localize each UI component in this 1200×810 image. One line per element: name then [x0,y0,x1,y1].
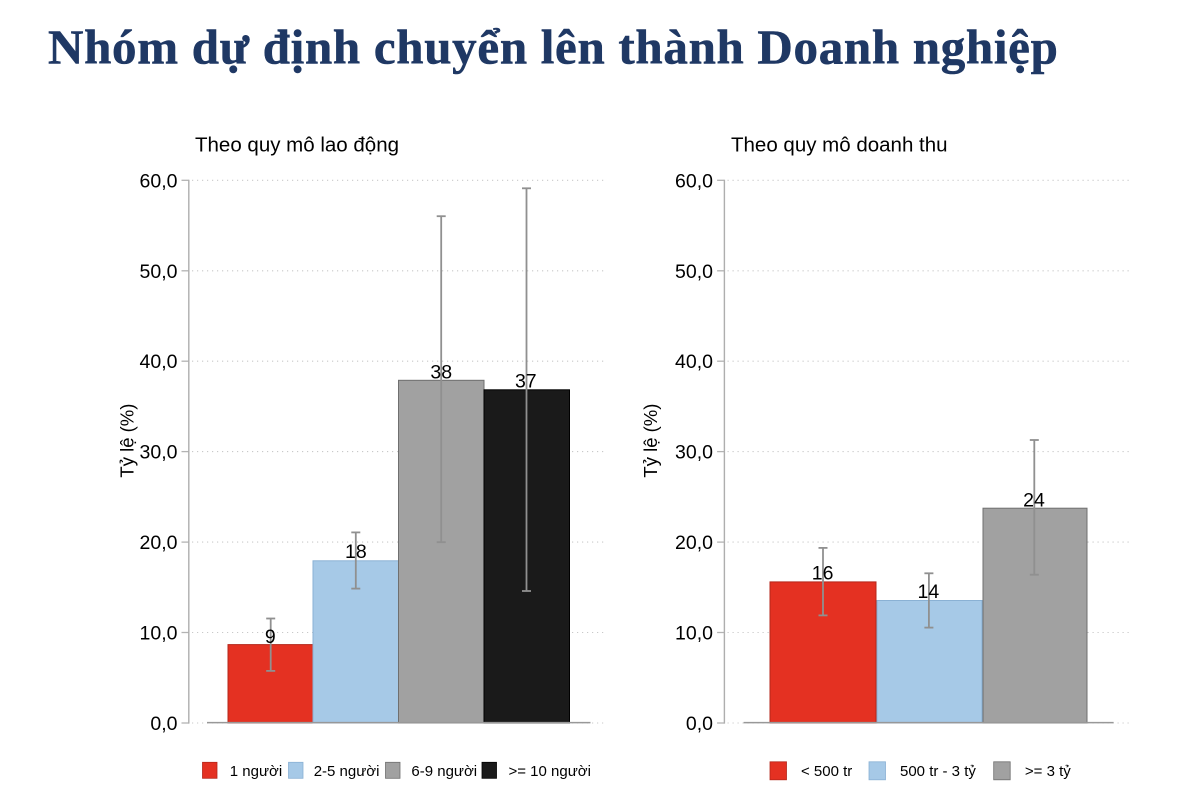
svg-text:Theo quy mô lao động: Theo quy mô lao động [195,134,399,157]
svg-text:16: 16 [812,563,834,585]
svg-text:2-5 người: 2-5 người [314,763,380,780]
svg-text:< 500 tr: < 500 tr [801,763,852,780]
svg-text:18: 18 [345,541,367,563]
svg-text:Theo quy mô doanh thu: Theo quy mô doanh thu [731,134,948,157]
svg-text:10,0: 10,0 [140,623,178,645]
svg-text:Tỷ lệ (%): Tỷ lệ (%) [117,404,138,478]
svg-text:38: 38 [430,361,452,383]
svg-text:40,0: 40,0 [140,351,178,373]
svg-text:>= 10 người: >= 10 người [509,763,591,780]
svg-text:1 người: 1 người [230,763,282,780]
svg-text:30,0: 30,0 [675,442,713,464]
svg-text:30,0: 30,0 [140,442,178,464]
svg-text:60,0: 60,0 [140,170,178,192]
svg-text:37: 37 [515,371,537,393]
svg-text:0,0: 0,0 [150,713,177,735]
svg-text:>= 3 tỷ: >= 3 tỷ [1025,763,1071,780]
svg-text:10,0: 10,0 [675,623,713,645]
svg-text:6-9 người: 6-9 người [411,763,477,780]
svg-text:24: 24 [1023,489,1045,511]
svg-text:40,0: 40,0 [675,351,713,373]
svg-text:60,0: 60,0 [675,170,713,192]
svg-text:0,0: 0,0 [686,713,713,735]
svg-text:50,0: 50,0 [140,261,178,283]
svg-text:Tỷ lệ (%): Tỷ lệ (%) [640,404,661,478]
svg-text:500 tr - 3 tỷ: 500 tr - 3 tỷ [900,763,976,780]
svg-text:9: 9 [265,626,276,648]
svg-text:20,0: 20,0 [675,532,713,554]
svg-text:Nhóm dự định chuyển lên thành: Nhóm dự định chuyển lên thành Doanh nghi… [48,20,1059,75]
svg-text:50,0: 50,0 [675,261,713,283]
svg-text:20,0: 20,0 [140,532,178,554]
svg-text:14: 14 [918,581,940,603]
